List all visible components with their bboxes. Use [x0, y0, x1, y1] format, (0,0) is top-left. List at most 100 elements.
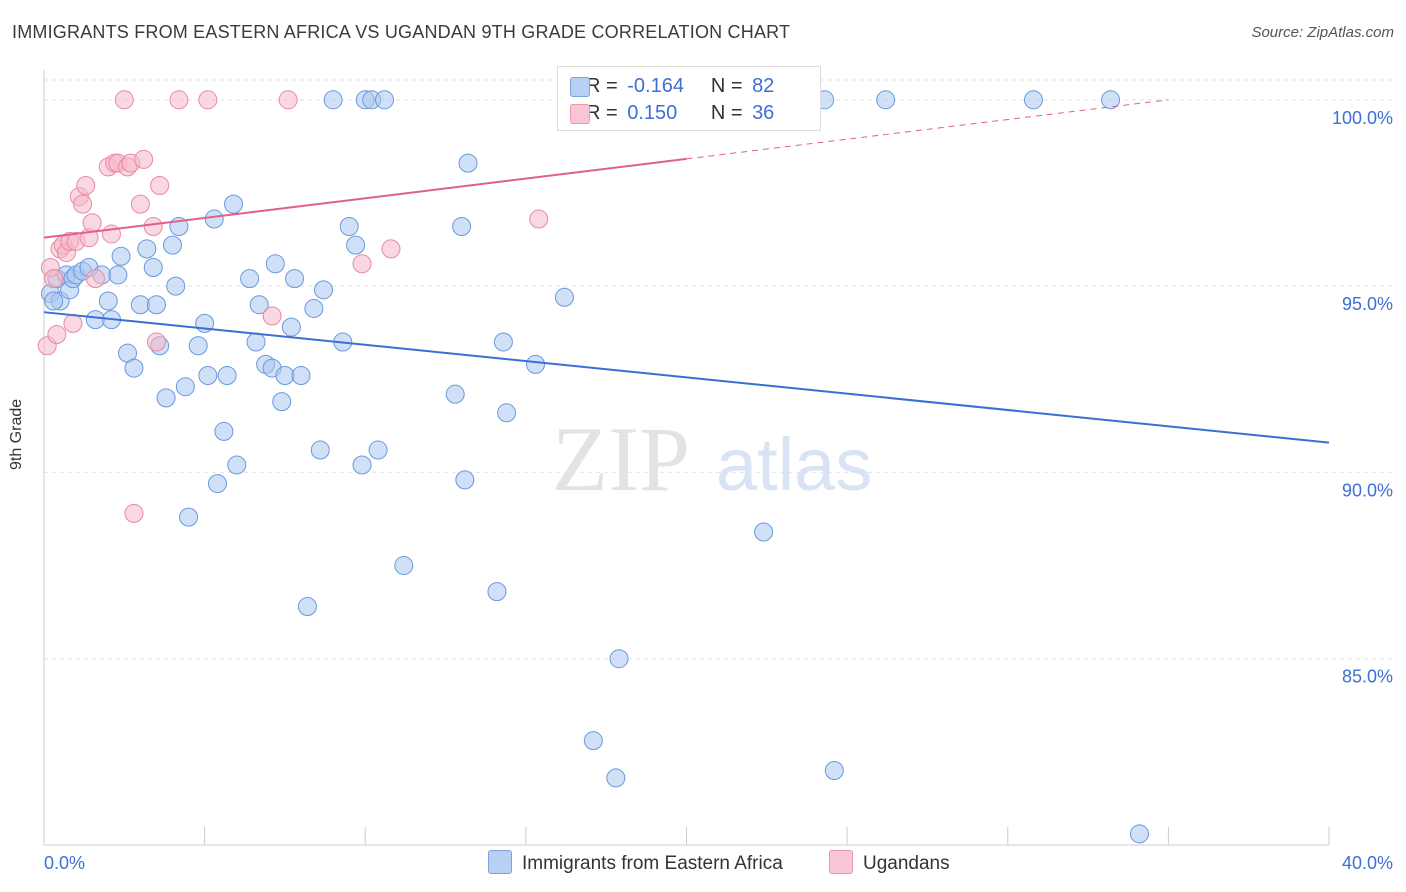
point-eastern-africa: [265, 254, 285, 274]
point-eastern-africa: [146, 295, 166, 315]
point-eastern-africa: [227, 455, 247, 475]
point-eastern-africa: [323, 90, 343, 110]
legend-swatch-blue: [570, 77, 590, 97]
point-eastern-africa: [606, 768, 626, 788]
point-eastern-africa: [285, 269, 305, 289]
point-eastern-africa: [249, 295, 269, 315]
legend-r-label: R =: [586, 75, 618, 97]
point-ugandans: [124, 503, 144, 523]
point-eastern-africa: [44, 291, 64, 311]
tick-labels-layer: 85.0% 90.0% 95.0% 100.0% 0.0% 40.0%: [44, 108, 1393, 873]
trendline-ugandans: [43, 157, 687, 239]
bottom-legend-blue: Immigrants from Eastern Africa: [488, 849, 783, 877]
chart-title: IMMIGRANTS FROM EASTERN AFRICA VS UGANDA…: [12, 22, 791, 42]
point-eastern-africa: [217, 366, 237, 386]
point-eastern-africa: [143, 257, 163, 277]
point-eastern-africa: [198, 366, 218, 386]
point-ugandans: [529, 209, 549, 229]
legend-row-blue: R = -0.164 N = 82: [570, 74, 775, 98]
point-eastern-africa: [188, 336, 208, 356]
point-eastern-africa: [240, 269, 260, 289]
correlation-legend: R = -0.164 N = 82 R = 0.150 N = 36: [557, 66, 821, 131]
point-ugandans: [169, 90, 189, 110]
grid-layer: [44, 79, 1395, 660]
series-blue-points: [40, 90, 1149, 844]
point-eastern-africa: [583, 731, 603, 751]
point-eastern-africa: [98, 291, 118, 311]
point-ugandans: [76, 176, 96, 196]
point-eastern-africa: [394, 556, 414, 576]
bottom-legend-label-pink: Ugandans: [863, 853, 950, 874]
point-ugandans: [262, 306, 282, 326]
point-ugandans: [82, 213, 102, 233]
y-tick-label: 85.0%: [1342, 667, 1393, 687]
point-eastern-africa: [163, 235, 182, 255]
point-eastern-africa: [275, 366, 295, 386]
point-ugandans: [134, 149, 154, 169]
series-pink-points: [37, 90, 549, 523]
point-ugandans: [146, 332, 166, 352]
legend-r-label: R =: [586, 102, 618, 124]
point-eastern-africa: [876, 90, 896, 110]
trendlines-layer: [43, 99, 1330, 444]
point-ugandans: [381, 239, 401, 259]
point-ugandans: [85, 269, 105, 289]
point-ugandans: [114, 90, 134, 110]
point-eastern-africa: [304, 298, 324, 318]
point-ugandans: [150, 176, 170, 196]
watermark-atlas: atlas: [716, 423, 872, 506]
point-eastern-africa: [352, 455, 372, 475]
trendline-eastern-africa: [43, 311, 1330, 444]
point-eastern-africa: [207, 474, 227, 494]
axes-layer: [43, 70, 1330, 846]
point-ugandans: [44, 269, 64, 289]
x-tick-label-max: 40.0%: [1342, 853, 1393, 873]
legend-swatch-pink: [570, 104, 590, 124]
point-eastern-africa: [346, 235, 366, 255]
bottom-legend-pink: Ugandans: [829, 849, 950, 877]
trendline-ugandans-extrapolated: [686, 99, 1169, 160]
bottom-legend-swatch-blue: [488, 849, 512, 874]
point-eastern-africa: [310, 440, 330, 460]
legend-n-blue: 82: [752, 75, 775, 97]
point-eastern-africa: [313, 280, 333, 300]
point-ugandans: [73, 194, 93, 214]
point-eastern-africa: [455, 470, 475, 490]
point-eastern-africa: [108, 265, 128, 285]
point-eastern-africa: [609, 649, 629, 669]
point-eastern-africa: [224, 194, 244, 214]
point-eastern-africa: [526, 354, 546, 374]
point-eastern-africa: [204, 209, 224, 229]
point-eastern-africa: [124, 358, 144, 378]
watermark: ZIP atlas: [552, 408, 872, 510]
point-eastern-africa: [493, 332, 513, 352]
point-eastern-africa: [554, 287, 574, 307]
legend-n-pink: 36: [752, 102, 775, 124]
point-eastern-africa: [291, 366, 311, 386]
legend-r-pink: 0.150: [627, 102, 678, 124]
point-eastern-africa: [1129, 824, 1149, 844]
x-tick-label-min: 0.0%: [44, 853, 85, 873]
chart-source: Source: ZipAtlas.com: [1251, 24, 1394, 41]
y-tick-label: 100.0%: [1332, 108, 1393, 128]
point-eastern-africa: [497, 403, 517, 423]
point-eastern-africa: [297, 597, 317, 617]
point-ugandans: [47, 325, 67, 345]
legend-n-label: N =: [710, 102, 743, 124]
point-eastern-africa: [111, 246, 131, 266]
point-eastern-africa: [1023, 90, 1043, 110]
y-tick-label: 95.0%: [1342, 294, 1393, 314]
bottom-legend-label-blue: Immigrants from Eastern Africa: [522, 853, 783, 874]
legend-r-blue: -0.164: [627, 75, 684, 97]
point-eastern-africa: [754, 522, 774, 542]
point-ugandans: [143, 216, 163, 236]
point-ugandans: [198, 90, 218, 110]
point-eastern-africa: [458, 153, 478, 173]
point-eastern-africa: [368, 440, 388, 460]
point-ugandans: [130, 194, 150, 214]
point-eastern-africa: [445, 384, 465, 404]
point-eastern-africa: [130, 295, 150, 315]
watermark-zip: ZIP: [552, 408, 690, 510]
point-eastern-africa: [281, 317, 301, 337]
